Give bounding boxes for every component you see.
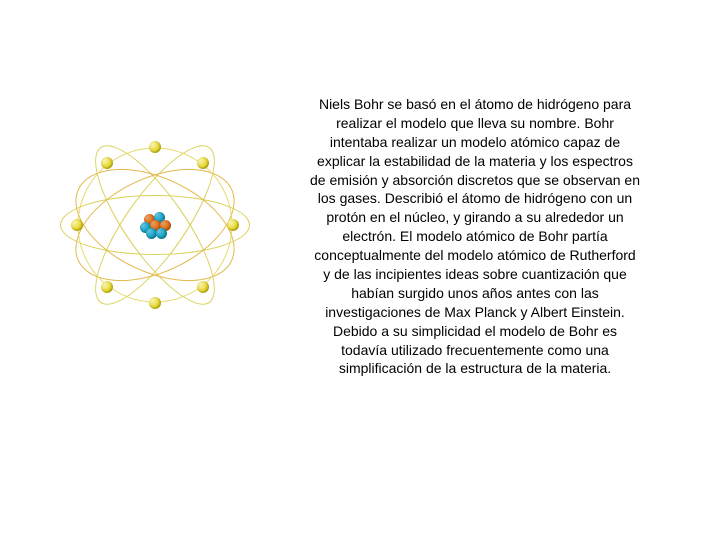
electron [227,219,239,231]
electron [149,297,161,309]
nucleus [138,208,172,242]
body-paragraph: Niels Bohr se basó en el átomo de hidróg… [310,95,640,378]
electron [197,281,209,293]
nucleon [156,228,167,239]
illustration-column [0,95,310,325]
electron [71,219,83,231]
slide: Niels Bohr se basó en el átomo de hidróg… [0,0,720,540]
electron [149,141,161,153]
electron [197,157,209,169]
atom-illustration [55,125,255,325]
electron [101,157,113,169]
electron [101,281,113,293]
text-column: Niels Bohr se basó en el átomo de hidróg… [310,95,680,378]
